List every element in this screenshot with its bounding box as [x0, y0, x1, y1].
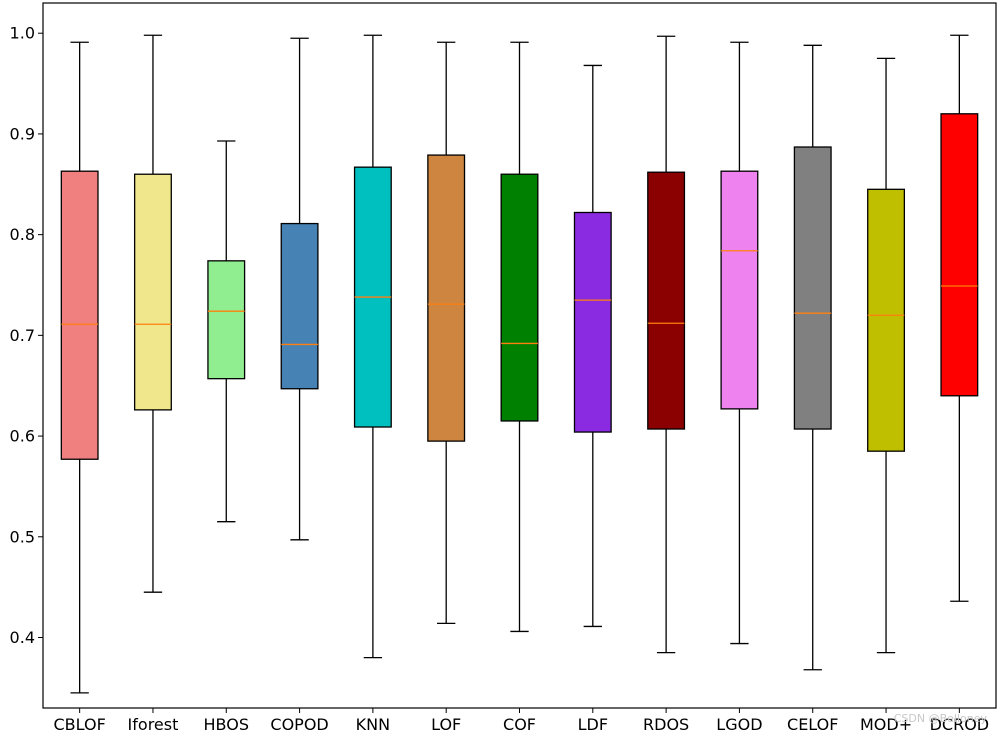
y-tick-label: 0.5 [10, 527, 35, 546]
box-dcrod [940, 113, 979, 397]
box-copod [280, 222, 319, 390]
plot-frame [42, 2, 997, 709]
y-tick-label: 1.0 [10, 24, 35, 43]
x-tick-label-copod: COPOD [270, 715, 328, 734]
box-hbos [207, 260, 246, 380]
y-tick-label: 0.6 [10, 427, 35, 446]
x-tick-label-mod: MOD+ [860, 715, 912, 734]
box-celof [793, 146, 832, 430]
box-mod [867, 188, 906, 452]
x-tick-label-dcrod: DCROD [930, 715, 990, 734]
x-tick-label-lgod: LGOD [716, 715, 762, 734]
x-tick-label-ldf: LDF [578, 715, 608, 734]
box-ldf [573, 211, 612, 433]
x-tick-label-rdos: RDOS [643, 715, 689, 734]
watermark: CSDN @Belloney [893, 712, 987, 725]
box-lof [427, 154, 466, 442]
box-lgod [720, 170, 759, 410]
x-tick-label-knn: KNN [356, 715, 390, 734]
x-tick-label-lof: LOF [431, 715, 461, 734]
box-iforest [133, 173, 172, 411]
box-rdos [647, 171, 686, 430]
x-tick-label-celof: CELOF [787, 715, 838, 734]
y-tick-label: 0.4 [10, 628, 35, 647]
x-tick-label-hbos: HBOS [204, 715, 249, 734]
x-tick-label-iforest: Iforest [128, 715, 179, 734]
x-tick-label-cof: COF [503, 715, 536, 734]
y-tick-label: 0.7 [10, 326, 35, 345]
y-tick-label: 0.8 [10, 225, 35, 244]
box-cof [500, 173, 539, 422]
y-tick-label: 0.9 [10, 124, 35, 143]
x-tick-label-cblof: CBLOF [54, 715, 106, 734]
box-cblof [60, 170, 99, 460]
